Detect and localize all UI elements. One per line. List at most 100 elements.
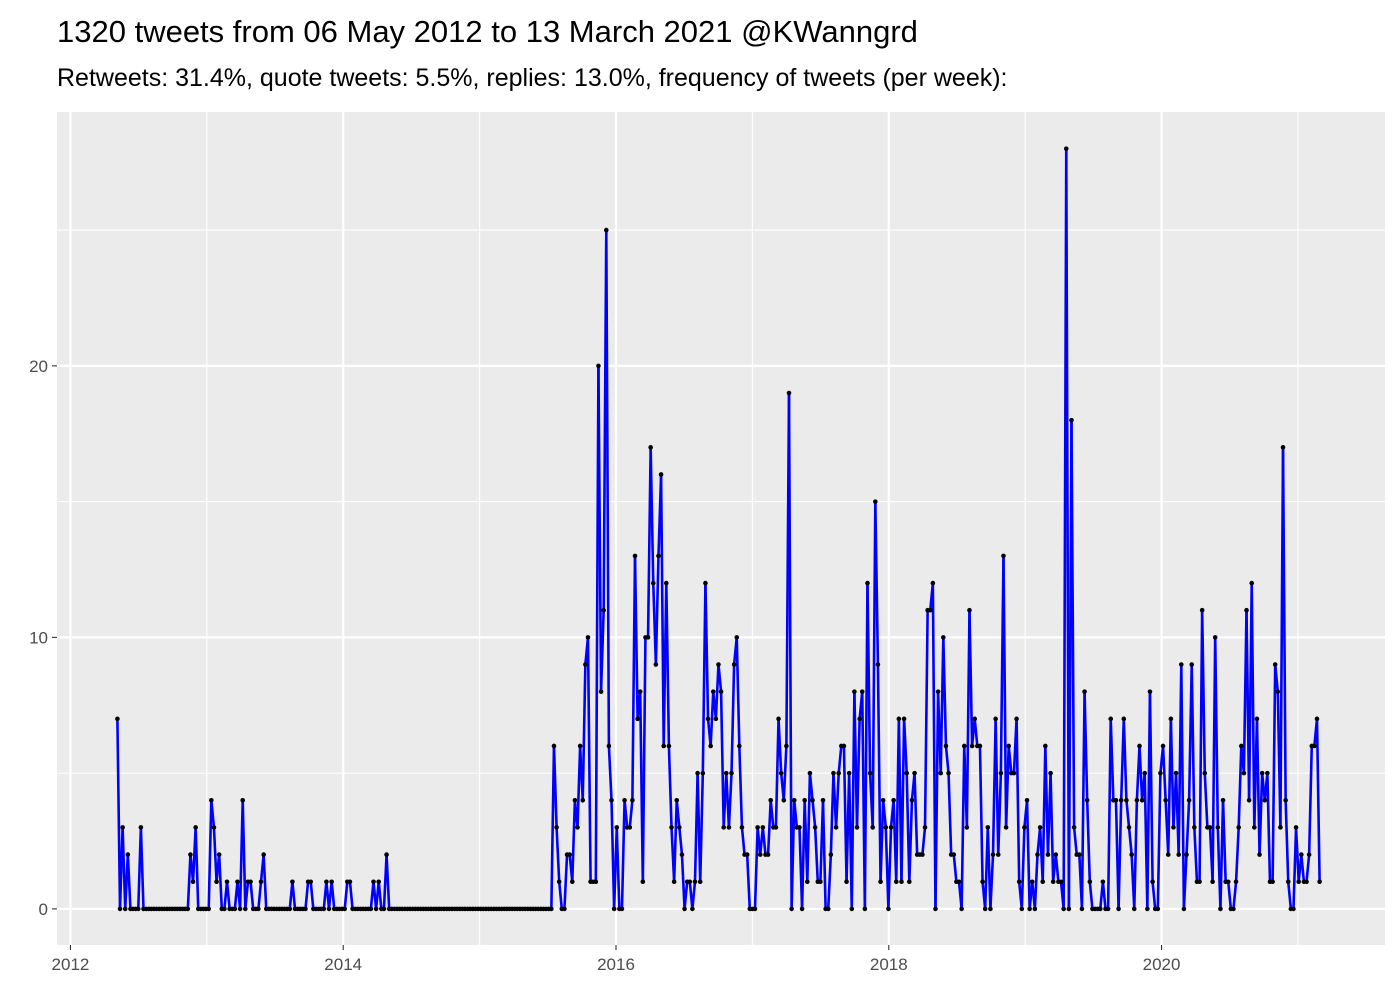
data-point	[1304, 879, 1309, 885]
data-point	[977, 743, 983, 749]
data-point	[1252, 825, 1257, 830]
data-point	[1163, 797, 1168, 803]
data-point	[1050, 879, 1056, 885]
series-line-segment	[973, 717, 979, 748]
data-point	[1079, 906, 1085, 912]
data-point	[1029, 879, 1035, 885]
series-line-segment	[620, 798, 626, 911]
data-point	[682, 906, 687, 912]
data-point	[988, 906, 993, 912]
data-point	[967, 607, 972, 613]
data-point	[778, 770, 784, 776]
x-tick-label: 2014	[324, 955, 362, 974]
series-line-segment	[126, 853, 132, 911]
data-point	[1043, 743, 1048, 749]
data-point	[1145, 906, 1150, 912]
data-point	[818, 879, 823, 885]
series-line-segment	[1106, 717, 1113, 911]
data-point	[214, 879, 219, 885]
series-line-segment	[244, 880, 250, 911]
data-point	[368, 906, 374, 912]
data-point	[1113, 797, 1119, 803]
series-line-segment	[570, 798, 577, 884]
series-line-segment	[1200, 608, 1207, 775]
series-line-segment	[1085, 798, 1092, 884]
chart-title: 1320 tweets from 06 May 2012 to 13 March…	[57, 14, 918, 49]
data-point	[324, 879, 329, 885]
data-point	[190, 879, 196, 885]
series-line-segment	[1049, 771, 1055, 884]
data-point	[243, 906, 248, 912]
data-point	[1037, 825, 1043, 830]
series-line-segment	[116, 717, 122, 911]
data-point	[833, 825, 839, 830]
data-point	[1246, 797, 1252, 803]
data-point	[1317, 879, 1322, 885]
data-point	[135, 906, 141, 912]
data-point	[1233, 879, 1239, 885]
data-point	[1241, 770, 1247, 776]
data-point	[799, 906, 805, 912]
data-point	[946, 770, 951, 776]
series-line-segment	[727, 771, 733, 829]
data-point	[909, 797, 915, 803]
data-point	[716, 662, 721, 667]
series-line-segment	[1015, 717, 1021, 884]
data-point	[627, 825, 633, 830]
series-line-segment	[217, 853, 224, 911]
series-line-segment	[1156, 771, 1162, 911]
data-point	[1285, 879, 1291, 885]
series-line-segment	[1151, 880, 1157, 911]
data-point	[875, 662, 881, 667]
series-line-segment	[1299, 853, 1306, 884]
series-line-segment	[1109, 717, 1115, 802]
data-point	[700, 770, 706, 776]
series-line-segment	[908, 798, 914, 884]
data-point	[993, 716, 998, 722]
series-line-segment	[581, 663, 587, 802]
series-line-segment	[1250, 581, 1256, 829]
data-point	[755, 825, 760, 830]
data-point	[692, 879, 698, 885]
data-point	[854, 825, 860, 830]
series-line-segment	[1226, 880, 1233, 911]
data-point	[904, 770, 910, 776]
series-line-segment	[855, 717, 861, 829]
data-point	[1181, 906, 1187, 912]
data-point	[797, 825, 802, 830]
data-point	[1045, 852, 1051, 857]
series-line-segment	[1286, 880, 1293, 911]
data-point	[757, 852, 763, 857]
data-point	[982, 906, 988, 912]
series-line-segment	[837, 744, 843, 775]
series-line-segment	[787, 391, 793, 911]
data-point	[347, 879, 353, 885]
data-point	[865, 580, 870, 586]
data-point	[1231, 906, 1236, 912]
data-point	[237, 906, 243, 912]
data-point	[841, 743, 847, 749]
series-line-segment	[1070, 418, 1076, 829]
data-point	[1011, 770, 1017, 776]
series-line-segment	[1101, 880, 1107, 911]
series-line-segment	[1117, 798, 1123, 911]
series-line-segment	[262, 853, 268, 911]
series-line-segment	[960, 744, 966, 911]
data-point	[1184, 852, 1189, 857]
data-point	[321, 906, 327, 912]
data-point	[1298, 852, 1304, 857]
data-point	[760, 825, 766, 830]
series-line-segment	[730, 663, 736, 775]
series-line-segment	[900, 717, 906, 884]
data-point	[206, 906, 212, 912]
data-point	[789, 906, 794, 912]
data-point	[1283, 797, 1288, 803]
data-point	[776, 716, 781, 722]
series-line-segment	[1193, 826, 1199, 884]
minor-gridlines	[57, 112, 1385, 945]
data-point	[901, 716, 907, 722]
series-line-segment	[1122, 717, 1128, 802]
series-line-segment	[1127, 826, 1133, 856]
data-point	[577, 743, 583, 749]
series-line-segment	[866, 581, 872, 775]
